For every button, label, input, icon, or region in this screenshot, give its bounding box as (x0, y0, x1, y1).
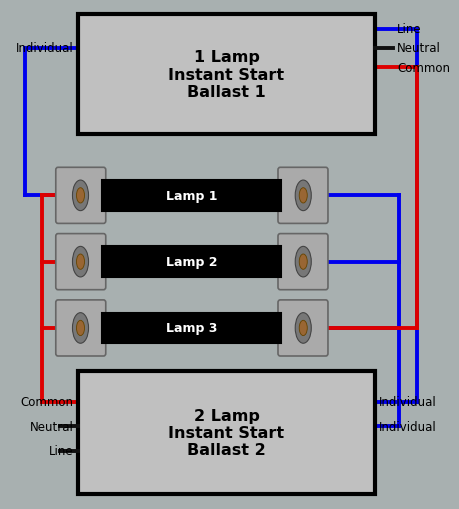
Ellipse shape (76, 254, 84, 270)
Ellipse shape (76, 188, 84, 204)
Ellipse shape (73, 247, 88, 277)
FancyBboxPatch shape (78, 372, 374, 494)
FancyBboxPatch shape (277, 234, 327, 290)
FancyBboxPatch shape (102, 247, 281, 277)
Text: Neutral: Neutral (30, 420, 73, 433)
Text: Common: Common (396, 62, 449, 74)
FancyBboxPatch shape (102, 313, 281, 344)
FancyBboxPatch shape (277, 168, 327, 224)
Ellipse shape (73, 181, 88, 211)
Ellipse shape (295, 313, 311, 344)
FancyBboxPatch shape (277, 300, 327, 356)
Ellipse shape (295, 181, 311, 211)
Ellipse shape (299, 188, 307, 204)
Text: Neutral: Neutral (396, 42, 440, 55)
Ellipse shape (73, 313, 88, 344)
Text: Common: Common (21, 395, 73, 409)
Text: Individual: Individual (379, 395, 436, 409)
Text: Lamp 2: Lamp 2 (166, 256, 217, 269)
Text: Lamp 1: Lamp 1 (166, 189, 217, 203)
Text: 2 Lamp
Instant Start
Ballast 2: 2 Lamp Instant Start Ballast 2 (168, 408, 284, 458)
FancyBboxPatch shape (56, 300, 106, 356)
Text: Lamp 3: Lamp 3 (166, 322, 217, 335)
FancyBboxPatch shape (56, 168, 106, 224)
Text: Line: Line (396, 23, 421, 36)
Text: Line: Line (49, 444, 73, 458)
FancyBboxPatch shape (102, 181, 281, 211)
Text: 1 Lamp
Instant Start
Ballast 1: 1 Lamp Instant Start Ballast 1 (168, 50, 284, 100)
FancyBboxPatch shape (56, 234, 106, 290)
Text: Individual: Individual (379, 420, 436, 433)
Ellipse shape (299, 321, 307, 336)
FancyBboxPatch shape (78, 15, 374, 135)
Text: Individual: Individual (16, 42, 73, 55)
Ellipse shape (76, 321, 84, 336)
Ellipse shape (299, 254, 307, 270)
Ellipse shape (295, 247, 311, 277)
